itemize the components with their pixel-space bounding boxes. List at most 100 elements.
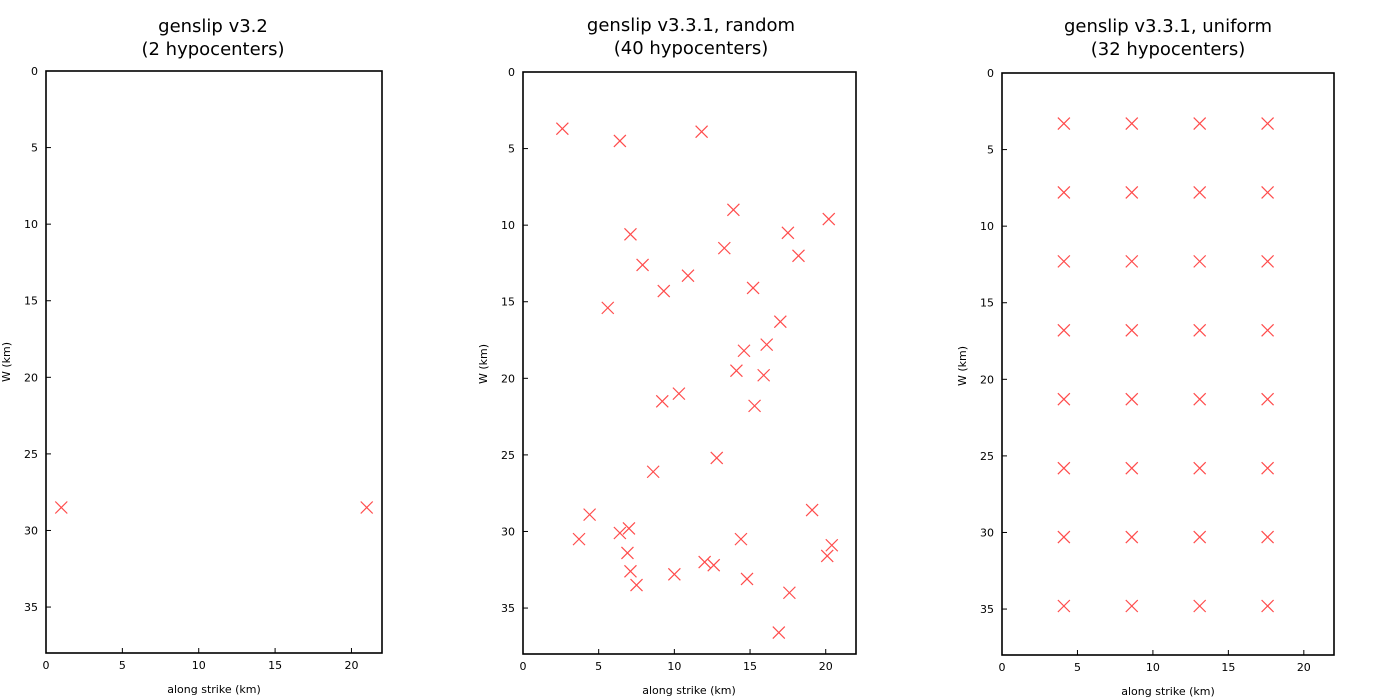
- x-tick-label: 20: [344, 659, 358, 672]
- hypocenter-marker: [695, 125, 709, 139]
- x-tick-label: 10: [1146, 661, 1160, 674]
- hypocenter-marker: [1193, 186, 1207, 199]
- y-tick-label: 10: [24, 218, 38, 231]
- hypocenter-marker: [630, 578, 643, 592]
- marker-group: [1057, 117, 1275, 613]
- chart-title-line1: genslip v3.2: [158, 16, 268, 37]
- hypocenter-marker: [681, 269, 695, 283]
- hypocenter-marker: [1125, 530, 1139, 544]
- hypocenter-marker: [760, 338, 774, 352]
- hypocenter-marker: [1125, 461, 1139, 475]
- hypocenter-marker: [1261, 254, 1275, 268]
- hypocenter-marker: [1057, 530, 1071, 544]
- y-tick-label: 0: [31, 65, 38, 78]
- hypocenter-marker: [1125, 186, 1139, 199]
- y-tick-label: 0: [508, 66, 515, 79]
- hypocenter-marker: [613, 526, 627, 540]
- y-tick-label: 10: [980, 220, 994, 233]
- hypocenter-marker: [1057, 392, 1071, 406]
- y-tick-label: 5: [987, 144, 994, 157]
- tick-group: 0 5 10 15 20 0 5 10 15 20 25 30 35: [501, 66, 833, 673]
- hypocenter-marker: [707, 558, 721, 572]
- hypocenter-marker: [734, 532, 748, 546]
- hypocenter-marker: [782, 586, 796, 600]
- hypocenter-marker: [646, 465, 660, 479]
- hypocenter-marker: [54, 501, 68, 514]
- hypocenter-marker: [1193, 323, 1207, 337]
- chart-title-line2: (2 hypocenters): [141, 39, 284, 60]
- hypocenter-marker: [710, 451, 724, 465]
- plot-frame: [1001, 72, 1335, 656]
- hypocenter-marker: [805, 503, 819, 517]
- x-tick-label: 0: [999, 661, 1006, 674]
- hypocenter-marker: [1125, 254, 1139, 268]
- hypocenter-marker: [555, 122, 569, 136]
- hypocenter-marker: [636, 258, 650, 272]
- chart-title-line2: (32 hypocenters): [1091, 39, 1245, 60]
- x-axis-label: along strike (km): [1121, 685, 1215, 698]
- hypocenter-marker: [622, 521, 636, 535]
- hypocenter-marker: [772, 626, 786, 639]
- y-tick-label: 30: [980, 526, 994, 539]
- tick-group: 0 5 10 15 20 0 5 10 15 20 25 30 35: [980, 67, 1311, 674]
- y-tick-label: 15: [501, 296, 515, 309]
- plot-frame: [45, 70, 383, 654]
- hypocenter-marker: [601, 301, 615, 315]
- hypocenter-marker: [746, 281, 760, 295]
- chart-panel-2: genslip v3.3.1, random (40 hypocenters) …: [477, 15, 857, 697]
- hypocenter-marker: [1057, 461, 1071, 475]
- hypocenter-marker: [1125, 323, 1139, 337]
- hypocenter-marker: [1193, 530, 1207, 544]
- y-axis-label: W (km): [956, 346, 969, 386]
- y-tick-label: 30: [24, 524, 38, 537]
- hypocenter-marker: [624, 564, 637, 578]
- hypocenter-marker: [1057, 323, 1071, 337]
- y-tick-label: 0: [987, 67, 994, 80]
- y-tick-label: 35: [980, 603, 994, 616]
- y-tick-label: 10: [501, 219, 515, 232]
- y-tick-label: 20: [501, 372, 515, 385]
- y-tick-label: 5: [508, 143, 515, 156]
- x-axis-label: along strike (km): [167, 683, 261, 696]
- hypocenter-marker: [820, 549, 834, 563]
- hypocenter-marker: [1261, 599, 1275, 613]
- x-tick-label: 5: [1074, 661, 1081, 674]
- hypocenter-marker: [726, 203, 740, 217]
- hypocenter-marker: [737, 344, 751, 358]
- chart-title-line1: genslip v3.3.1, random: [587, 15, 795, 36]
- y-tick-label: 25: [980, 450, 994, 463]
- y-tick-label: 30: [501, 525, 515, 538]
- hypocenter-marker: [740, 572, 754, 586]
- hypocenter-marker: [621, 546, 634, 560]
- x-tick-label: 5: [595, 660, 602, 673]
- chart-title-line2: (40 hypocenters): [614, 38, 768, 59]
- hypocenter-marker: [717, 241, 731, 255]
- hypocenter-marker: [583, 508, 597, 522]
- hypocenter-marker: [1057, 254, 1071, 268]
- hypocenter-marker: [792, 249, 805, 263]
- y-tick-label: 5: [31, 142, 38, 155]
- x-tick-label: 10: [667, 660, 681, 673]
- y-tick-label: 35: [501, 602, 515, 615]
- hypocenter-marker: [360, 501, 374, 514]
- plot-frame: [522, 71, 857, 655]
- hypocenter-marker: [613, 134, 627, 148]
- x-tick-label: 0: [520, 660, 527, 673]
- chart-panel-3: genslip v3.3.1, uniform (32 hypocenters)…: [956, 16, 1335, 698]
- hypocenter-marker: [1193, 599, 1207, 613]
- hypocenter-marker: [1261, 117, 1275, 130]
- hypocenter-marker: [1261, 186, 1275, 199]
- hypocenter-marker: [1125, 392, 1139, 406]
- hypocenter-marker: [1261, 392, 1275, 406]
- chart-panel-1: genslip v3.2 (2 hypocenters) 0 5 10 15 20 0 5 1…: [0, 16, 383, 696]
- hypocenter-marker: [1193, 254, 1207, 268]
- x-tick-label: 20: [1297, 661, 1311, 674]
- x-tick-label: 15: [268, 659, 282, 672]
- y-tick-label: 20: [980, 373, 994, 386]
- y-tick-label: 15: [24, 295, 38, 308]
- hypocenter-marker: [1057, 186, 1071, 199]
- marker-group: [54, 501, 374, 514]
- hypocenter-marker: [667, 567, 681, 581]
- hypocenter-marker: [1125, 117, 1139, 130]
